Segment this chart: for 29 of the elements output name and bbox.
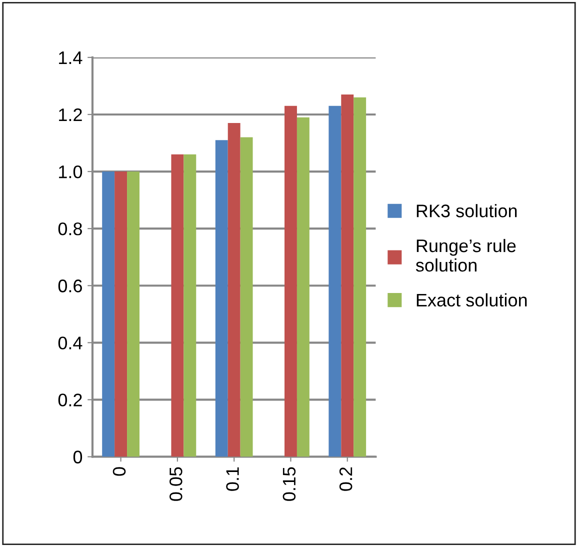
x-tick-label: 0.2	[339, 467, 352, 491]
x-tick-label: 0	[112, 467, 126, 476]
y-tick-label: 0.8	[58, 222, 82, 236]
y-tick-label: 0.6	[58, 280, 82, 292]
bar	[102, 172, 115, 457]
bar	[228, 123, 240, 457]
bar	[296, 117, 310, 457]
y-tick-label: 0.4	[58, 336, 82, 350]
y-tick-label: 1.4	[59, 52, 82, 64]
x-tick-label: 0.15	[282, 467, 296, 501]
bar	[171, 154, 184, 457]
x-tick-label: 0.1	[226, 467, 239, 491]
legend-label: Exact solution	[416, 293, 527, 307]
bar	[341, 94, 354, 457]
bar	[354, 97, 366, 457]
bar	[328, 106, 342, 457]
bar	[127, 172, 140, 457]
bar	[240, 137, 253, 457]
y-tick-label: 0.2	[58, 394, 82, 406]
bar	[114, 172, 128, 457]
legend-label: Runge’s rule solution	[416, 238, 516, 272]
y-tick-label: 1.0	[59, 165, 82, 178]
bar	[184, 154, 196, 457]
x-tick-label: 0.05	[170, 467, 182, 501]
y-tick-label: 1.2	[59, 108, 82, 122]
bar	[284, 106, 297, 457]
legend-label: RK3 solution	[416, 204, 517, 218]
y-tick-label: 0	[73, 450, 82, 464]
bar	[215, 140, 228, 457]
